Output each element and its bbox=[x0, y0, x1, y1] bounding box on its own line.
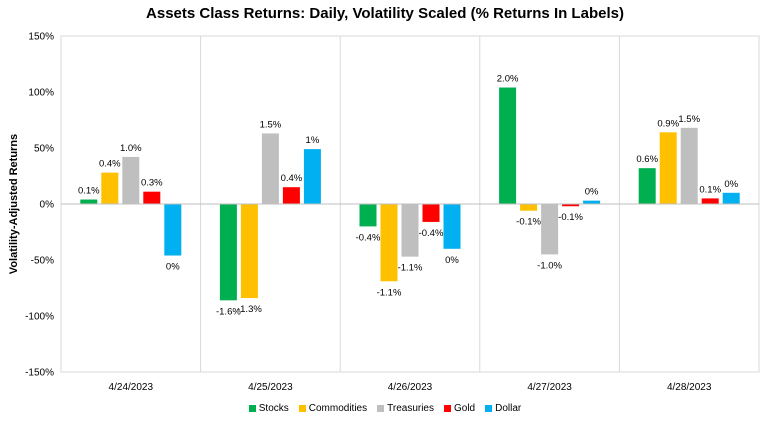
data-label: -1.0% bbox=[537, 260, 562, 271]
bar-commodities bbox=[101, 172, 119, 204]
legend-item-stocks: Stocks bbox=[248, 403, 289, 414]
data-label: 0.4% bbox=[99, 159, 121, 170]
bar-gold bbox=[422, 204, 440, 222]
data-label: -1.6% bbox=[216, 306, 241, 317]
data-label: -1.1% bbox=[377, 287, 402, 298]
bar-dollar bbox=[583, 200, 601, 204]
legend-swatch bbox=[248, 405, 256, 412]
data-label: 1.5% bbox=[678, 114, 700, 125]
data-label: 0.1% bbox=[78, 186, 100, 197]
legend: Stocks Commodities Treasuries Gold Dollar bbox=[0, 403, 770, 414]
y-tick-label: 150% bbox=[28, 32, 54, 43]
bar-treasuries bbox=[122, 156, 140, 204]
data-label: 1.0% bbox=[120, 143, 142, 154]
bar-treasuries bbox=[680, 127, 698, 204]
x-tick-label: 4/26/2023 bbox=[388, 382, 433, 393]
legend-item-treasuries: Treasuries bbox=[377, 403, 434, 414]
y-tick-label: 50% bbox=[34, 144, 54, 155]
y-tick-label: 100% bbox=[28, 88, 54, 99]
legend-item-commodities: Commodities bbox=[298, 403, 368, 414]
legend-label: Treasuries bbox=[387, 403, 434, 414]
x-tick-label: 4/28/2023 bbox=[667, 382, 712, 393]
y-tick-label: -100% bbox=[25, 312, 54, 323]
legend-swatch bbox=[298, 405, 306, 412]
data-label: 0.4% bbox=[281, 173, 303, 184]
data-label: -1.1% bbox=[398, 263, 423, 274]
data-label: -0.4% bbox=[356, 232, 381, 243]
legend-swatch bbox=[444, 405, 451, 412]
data-label: -0.4% bbox=[419, 228, 444, 239]
legend-label: Gold bbox=[454, 403, 476, 414]
bar-stocks bbox=[638, 168, 656, 204]
legend-swatch bbox=[485, 405, 493, 412]
bar-dollar bbox=[722, 192, 740, 204]
legend-item-gold: Gold bbox=[444, 403, 475, 414]
bar-commodities bbox=[240, 204, 258, 299]
x-tick-label: 4/27/2023 bbox=[527, 382, 572, 393]
bar-treasuries bbox=[541, 204, 559, 255]
data-label: 0% bbox=[724, 179, 738, 190]
legend-label: Stocks bbox=[258, 403, 289, 414]
data-label: 0% bbox=[585, 187, 599, 198]
chart-title: Assets Class Returns: Daily, Volatility … bbox=[146, 5, 624, 22]
legend-label: Dollar bbox=[495, 403, 522, 414]
bar-stocks bbox=[219, 204, 237, 301]
bar-gold bbox=[562, 204, 580, 207]
legend-label: Commodities bbox=[308, 403, 368, 414]
data-label: 0% bbox=[445, 255, 459, 266]
data-label: -0.1% bbox=[516, 217, 541, 228]
data-label: 0.6% bbox=[636, 154, 658, 165]
bar-stocks bbox=[359, 204, 377, 227]
bar-commodities bbox=[380, 204, 398, 282]
y-tick-label: 0% bbox=[40, 200, 55, 211]
bar-treasuries bbox=[261, 133, 279, 204]
data-label: 0.3% bbox=[141, 178, 163, 189]
x-tick-label: 4/25/2023 bbox=[248, 382, 293, 393]
legend-swatch bbox=[377, 405, 385, 412]
bar-dollar bbox=[303, 149, 321, 204]
bar-stocks bbox=[80, 199, 98, 204]
bar-gold bbox=[701, 198, 719, 204]
bar-dollar bbox=[443, 204, 461, 249]
data-label: -0.1% bbox=[558, 212, 583, 223]
x-tick-label: 4/24/2023 bbox=[109, 382, 154, 393]
bar-gold bbox=[282, 187, 300, 204]
data-label: 1.5% bbox=[260, 119, 282, 130]
data-label: 2.0% bbox=[497, 74, 519, 85]
legend-item-dollar: Dollar bbox=[485, 403, 521, 414]
y-tick-label: -150% bbox=[25, 368, 54, 379]
bar-stocks bbox=[499, 87, 517, 204]
bar-treasuries bbox=[401, 204, 419, 257]
data-label: 0% bbox=[166, 262, 180, 273]
data-label: 0.1% bbox=[699, 184, 721, 195]
bar-commodities bbox=[520, 204, 538, 211]
bar-dollar bbox=[164, 204, 182, 256]
bar-gold bbox=[143, 191, 161, 204]
data-label: 1% bbox=[306, 135, 320, 146]
y-tick-label: -50% bbox=[31, 256, 54, 267]
data-label: -1.3% bbox=[237, 304, 262, 315]
bar-commodities bbox=[659, 132, 677, 204]
y-axis-title: Volatility-Adjusted Returns bbox=[8, 134, 20, 274]
data-label: 0.9% bbox=[657, 118, 679, 129]
